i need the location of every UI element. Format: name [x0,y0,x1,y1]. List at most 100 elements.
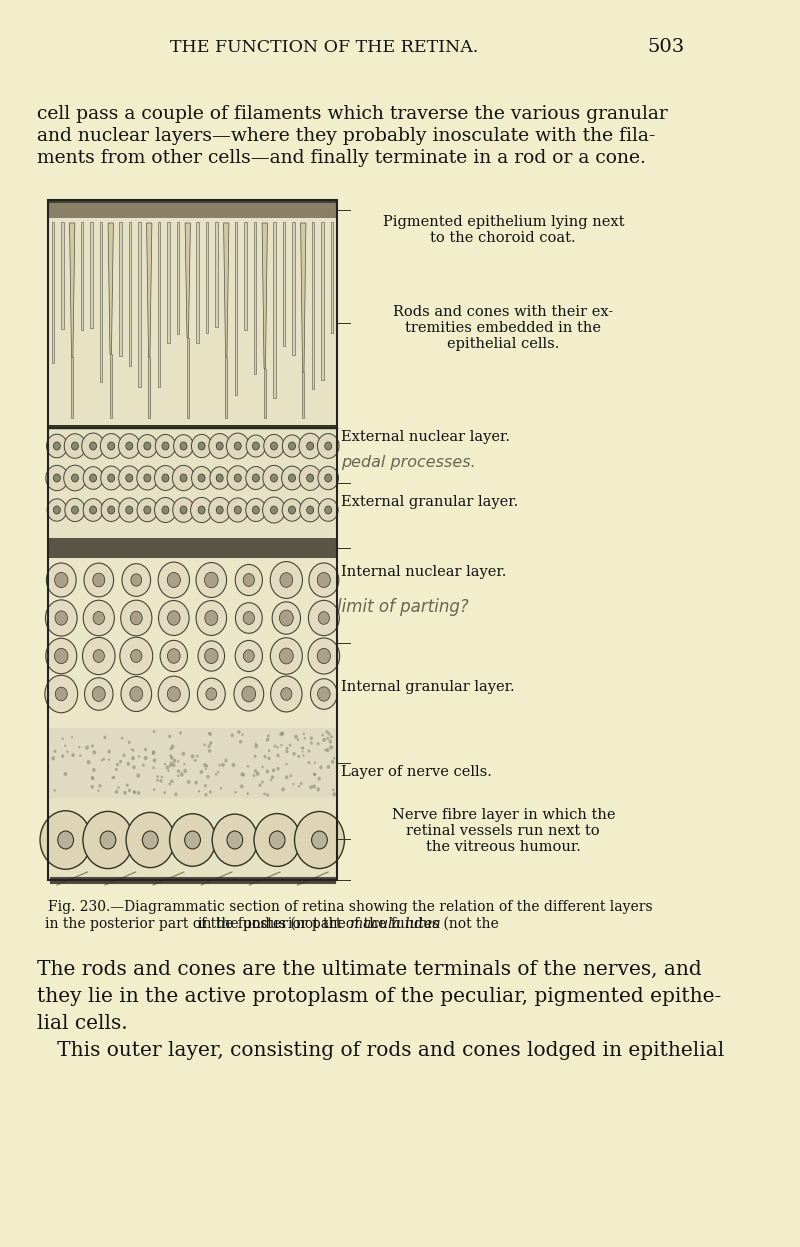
Circle shape [252,506,259,514]
Bar [177,222,179,334]
Circle shape [98,784,102,788]
Circle shape [254,769,257,773]
Circle shape [325,506,332,514]
Circle shape [312,784,316,788]
Circle shape [209,498,230,522]
Circle shape [235,641,262,672]
Circle shape [40,811,91,869]
Circle shape [93,751,96,754]
Circle shape [71,736,73,738]
Circle shape [277,746,278,748]
Circle shape [266,769,269,773]
Bar [167,222,170,343]
Circle shape [54,441,60,450]
Circle shape [142,831,158,849]
Circle shape [101,759,103,762]
Circle shape [326,748,330,752]
Circle shape [101,499,121,521]
Circle shape [301,747,303,749]
Circle shape [330,744,333,749]
Circle shape [155,434,175,458]
Circle shape [306,506,314,514]
Circle shape [121,737,123,739]
Circle shape [299,465,321,490]
Circle shape [270,831,285,849]
Circle shape [210,466,230,489]
Bar [206,222,208,333]
Text: in the posterior part of the fundus (not the: in the posterior part of the fundus (not… [198,917,502,932]
Circle shape [85,746,89,749]
Circle shape [318,466,338,490]
Circle shape [108,749,111,753]
Bar [48,200,337,218]
Circle shape [205,611,218,626]
Circle shape [121,600,152,636]
Circle shape [185,831,201,849]
Circle shape [302,732,305,734]
Circle shape [51,756,55,761]
Circle shape [55,687,67,701]
Polygon shape [70,223,75,357]
Circle shape [119,759,122,763]
Bar [283,222,286,347]
Circle shape [54,648,68,663]
Circle shape [203,743,206,746]
Circle shape [54,474,60,483]
Circle shape [267,734,270,737]
Bar [186,338,189,418]
Bar [90,222,93,328]
Circle shape [208,749,211,753]
Circle shape [83,466,103,489]
Circle shape [170,747,172,751]
Circle shape [91,744,94,748]
Circle shape [121,676,152,712]
Circle shape [232,763,235,767]
Circle shape [65,499,85,521]
Circle shape [308,638,340,675]
Circle shape [246,764,249,768]
Circle shape [103,736,106,739]
Circle shape [170,779,173,782]
Circle shape [258,783,262,787]
Bar [119,222,122,357]
Circle shape [318,434,339,459]
Circle shape [114,768,118,771]
Bar [273,222,275,398]
Bar [293,222,295,354]
Circle shape [144,441,151,450]
Bar [196,222,198,343]
Circle shape [286,747,289,749]
Circle shape [174,793,178,797]
Circle shape [326,764,330,769]
Circle shape [90,441,97,450]
Circle shape [196,601,226,636]
Circle shape [168,734,171,738]
Circle shape [83,499,103,521]
Circle shape [262,766,264,768]
Circle shape [307,749,310,753]
Circle shape [314,762,316,764]
Circle shape [154,498,176,522]
Circle shape [169,782,171,786]
Circle shape [306,441,314,450]
Circle shape [152,751,155,753]
Circle shape [82,433,105,459]
Text: macula lutea: macula lutea [350,917,441,932]
Circle shape [156,776,158,778]
Circle shape [61,754,64,758]
Circle shape [172,763,175,767]
Circle shape [93,650,104,662]
Circle shape [198,641,225,671]
Circle shape [212,814,258,865]
Circle shape [207,744,210,748]
Bar [71,357,74,418]
Circle shape [153,758,156,762]
Circle shape [64,465,86,491]
Circle shape [297,738,299,741]
Circle shape [90,784,94,788]
Bar [48,557,337,728]
Bar [225,357,227,418]
Circle shape [198,789,200,793]
Text: Internal nuclear layer.: Internal nuclear layer. [342,565,506,579]
Circle shape [122,564,150,596]
